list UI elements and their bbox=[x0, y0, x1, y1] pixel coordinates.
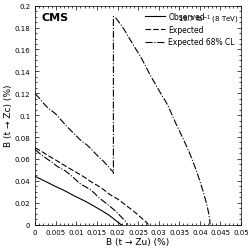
Expected bbox=[54, 159, 57, 162]
Expected 68% CL bbox=[200, 188, 203, 191]
Expected 68% CL bbox=[201, 191, 204, 194]
Observed bbox=[105, 212, 108, 215]
Expected 68% CL bbox=[181, 138, 184, 141]
Expected bbox=[64, 165, 67, 168]
Observed bbox=[119, 223, 122, 226]
Expected 68% CL bbox=[110, 169, 113, 172]
X-axis label: B (t → Zu) (%): B (t → Zu) (%) bbox=[106, 237, 169, 246]
Observed bbox=[93, 205, 96, 208]
Text: CMS: CMS bbox=[41, 13, 68, 23]
Observed bbox=[120, 223, 123, 226]
Expected bbox=[40, 150, 43, 154]
Text: 19.7 fb$^{-1}$ (8 TeV): 19.7 fb$^{-1}$ (8 TeV) bbox=[177, 13, 238, 26]
Observed bbox=[79, 198, 82, 200]
Observed bbox=[62, 189, 65, 192]
Observed bbox=[68, 192, 71, 195]
Expected 68% CL bbox=[208, 223, 211, 226]
Expected 68% CL bbox=[165, 103, 168, 106]
Expected 68% CL bbox=[111, 16, 114, 19]
Observed bbox=[82, 199, 85, 202]
Line: Expected: Expected bbox=[35, 148, 148, 225]
Expected 68% CL bbox=[196, 176, 199, 180]
Observed bbox=[34, 175, 37, 178]
Line: Expected 68% CL: Expected 68% CL bbox=[35, 18, 209, 225]
Expected bbox=[141, 218, 144, 221]
Expected bbox=[38, 149, 41, 152]
Expected bbox=[137, 214, 140, 217]
Expected bbox=[34, 147, 37, 150]
Y-axis label: B (t → Zc) (%): B (t → Zc) (%) bbox=[4, 84, 13, 147]
Expected 68% CL bbox=[34, 93, 37, 96]
Expected bbox=[146, 223, 149, 226]
Legend: Observed, Expected, Expected 68% CL: Observed, Expected, Expected 68% CL bbox=[143, 10, 236, 50]
Line: Observed: Observed bbox=[35, 177, 121, 225]
